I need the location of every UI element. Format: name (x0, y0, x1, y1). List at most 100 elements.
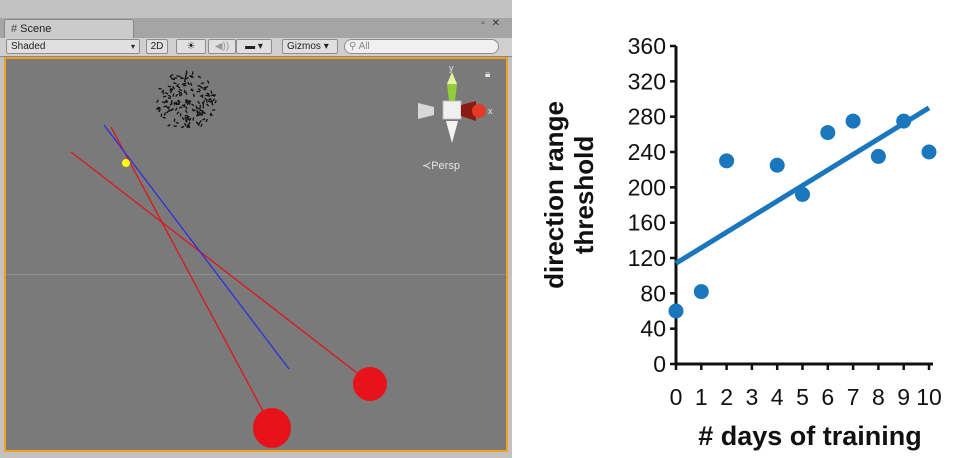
tab-scene[interactable]: # Scene (4, 19, 134, 38)
data-point (845, 113, 861, 129)
stimulus-dot (205, 118, 209, 123)
scene-tab-label: Scene (20, 23, 52, 35)
stimulus-dot (212, 98, 216, 102)
stimulus-dot (170, 99, 173, 104)
projection-label[interactable]: ≺Persp (422, 159, 460, 172)
gizmo-neg-x-cone[interactable] (418, 103, 434, 119)
window-controls[interactable]: ▫ ✕ (481, 18, 502, 29)
y-tick-label: 240 (628, 139, 666, 165)
data-points (668, 113, 937, 319)
scene-objects: y x (70, 63, 493, 448)
stimulus-dot (180, 125, 185, 129)
random-dot-cloud (155, 70, 217, 129)
stimulus-dot (189, 74, 193, 78)
gizmo-neg-y-cone[interactable] (446, 121, 458, 143)
stimulus-dot (162, 95, 167, 98)
stimulus-dot (168, 109, 172, 113)
stimulus-dot (177, 99, 180, 104)
stimulus-dot (206, 92, 210, 95)
stimulus-dot (167, 123, 171, 127)
stimulus-dot (190, 74, 194, 79)
stimulus-dot (197, 84, 201, 88)
dropdown-arrow-icon: ▾ (130, 42, 135, 51)
data-point (693, 284, 709, 300)
search-placeholder: All (358, 41, 370, 52)
stimulus-dot (195, 114, 200, 117)
data-point (769, 157, 785, 173)
stimulus-dot (170, 73, 174, 77)
stimulus-dot (197, 75, 202, 79)
data-point (820, 125, 836, 141)
stimulus-dot (208, 98, 213, 101)
y-tick-labels: 0 40 80 120 160 200 240 280 320 360 (628, 33, 666, 377)
stimulus-dot (185, 76, 189, 80)
chart-axes (670, 44, 933, 370)
y-axis-label: direction range threshold (539, 101, 599, 289)
y-tick-label: 320 (628, 68, 666, 94)
y-tick-label: 40 (640, 316, 666, 342)
stimulus-dot (209, 113, 213, 117)
stimulus-dot (202, 100, 206, 104)
scene-viewport[interactable]: y x 🔒︎ ≺Persp (4, 57, 508, 452)
stimulus-dot (175, 121, 180, 124)
stimulus-dot (191, 108, 195, 112)
stimulus-dot (197, 88, 202, 92)
yellow-target-dot[interactable] (122, 159, 130, 167)
y-axis-label-line1: direction range (539, 101, 569, 289)
stimulus-dot (172, 85, 176, 90)
stimulus-dot (200, 123, 203, 127)
y-axis-label-line2: threshold (569, 136, 599, 254)
stimulus-dot (192, 117, 195, 121)
data-point (795, 186, 810, 202)
stimulus-dot (186, 101, 190, 106)
shading-mode-dropdown[interactable]: Shaded ▾ (6, 39, 140, 54)
stimulus-dot (189, 82, 193, 86)
red-sphere[interactable] (253, 408, 291, 448)
stimulus-dot (204, 85, 209, 89)
stimulus-dot (178, 90, 182, 94)
stimulus-dot (198, 120, 202, 124)
x-axis-label: # days of training (698, 421, 922, 451)
x-tick-label: 9 (897, 384, 910, 410)
y-tick-label: 360 (628, 33, 666, 59)
shading-mode-label: Shaded (11, 41, 46, 52)
gizmo-x-cone[interactable] (461, 101, 476, 121)
gizmo-center-cube[interactable] (442, 100, 462, 120)
stimulus-dot (184, 109, 188, 114)
search-icon: ⚲ (349, 41, 357, 52)
orientation-gizmo[interactable]: y x (418, 63, 493, 143)
stimulus-dot (169, 89, 173, 94)
stimulus-dot (181, 104, 186, 107)
stimulus-dot (197, 122, 200, 127)
search-input[interactable]: ⚲ All (344, 39, 499, 54)
y-tick-label: 280 (628, 104, 666, 130)
stimulus-dot (199, 94, 204, 98)
scene-toolbar: Shaded ▾ 2D ☀ ◀)) ▬ ▾ Gizmos ▾ ⚲ All (0, 38, 512, 57)
stimulus-dot (161, 89, 165, 93)
stimulus-dot (196, 106, 200, 110)
image-icon[interactable]: ▬ ▾ (236, 39, 272, 54)
stimulus-dot (191, 103, 195, 107)
gizmo-x-label: x (488, 106, 493, 116)
y-tick-label: 120 (628, 245, 666, 271)
stimulus-dot (197, 100, 201, 105)
stimulus-dot (161, 101, 166, 104)
sun-icon[interactable]: ☀ (176, 39, 206, 54)
2d-toggle-button[interactable]: 2D (146, 39, 168, 54)
red-sphere[interactable] (353, 367, 387, 401)
y-tick-label: 80 (640, 280, 666, 306)
lock-icon[interactable]: 🔒︎ (485, 69, 491, 80)
speaker-icon[interactable]: ◀)) (208, 39, 236, 54)
gizmo-y-label: y (449, 63, 454, 73)
stimulus-dot (201, 112, 204, 116)
image-effects-glyph: ▬ (245, 41, 256, 52)
gizmos-label: Gizmos (287, 41, 321, 52)
x-tick-label: 2 (720, 384, 733, 410)
stimulus-dot (210, 90, 213, 94)
gizmo-y-cone[interactable] (447, 84, 457, 101)
gizmos-dropdown[interactable]: Gizmos ▾ (282, 39, 338, 54)
stimulus-dot (202, 118, 206, 121)
stimulus-dot (178, 88, 183, 92)
stimulus-dot (199, 85, 203, 89)
stimulus-dot (176, 74, 180, 78)
